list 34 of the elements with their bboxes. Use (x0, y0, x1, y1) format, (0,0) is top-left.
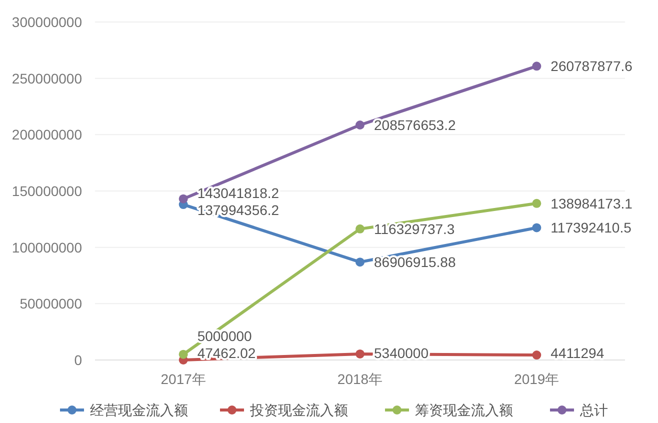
y-tick-label: 0 (74, 352, 82, 368)
legend-label: 经营现金流入额 (90, 402, 188, 418)
data-label: 208576653.2 (374, 117, 456, 134)
data-label: 143041818.2 (197, 185, 280, 202)
data-label: 260787877.6 (550, 58, 633, 74)
data-label: 117392410.5 (550, 220, 632, 236)
point (532, 198, 542, 208)
legend-label: 投资现金流入额 (249, 402, 348, 418)
point (356, 258, 364, 267)
legend-label: 筹资现金流入额 (415, 402, 513, 418)
y-tick-label: 50000000 (20, 296, 82, 312)
x-tick-label: 2019年 (514, 371, 560, 387)
y-tick-label: 150000000 (12, 183, 82, 199)
data-label: 4411294 (550, 345, 604, 361)
y-tick-label: 300000000 (12, 14, 82, 30)
x-tick-label: 2018年 (337, 371, 383, 387)
y-tick-label: 200000000 (12, 126, 82, 143)
data-label: 116329737.3 (374, 220, 455, 237)
legend-label: 总计 (579, 402, 608, 418)
y-tick-label: 250000000 (12, 70, 82, 86)
point (356, 120, 364, 130)
x-tick-label: 2017年 (160, 371, 206, 387)
point (178, 350, 188, 359)
point (532, 350, 542, 360)
data-label: 86906915.88 (374, 254, 456, 270)
point (356, 349, 364, 358)
point (532, 223, 542, 232)
data-label: 137994356.2 (197, 202, 280, 218)
data-label: 138984173.1 (550, 195, 633, 212)
point (532, 62, 542, 71)
y-tick-label: 100000000 (12, 239, 82, 256)
point (356, 224, 364, 234)
point (178, 194, 188, 204)
data-label: 47462.02 (197, 345, 256, 361)
